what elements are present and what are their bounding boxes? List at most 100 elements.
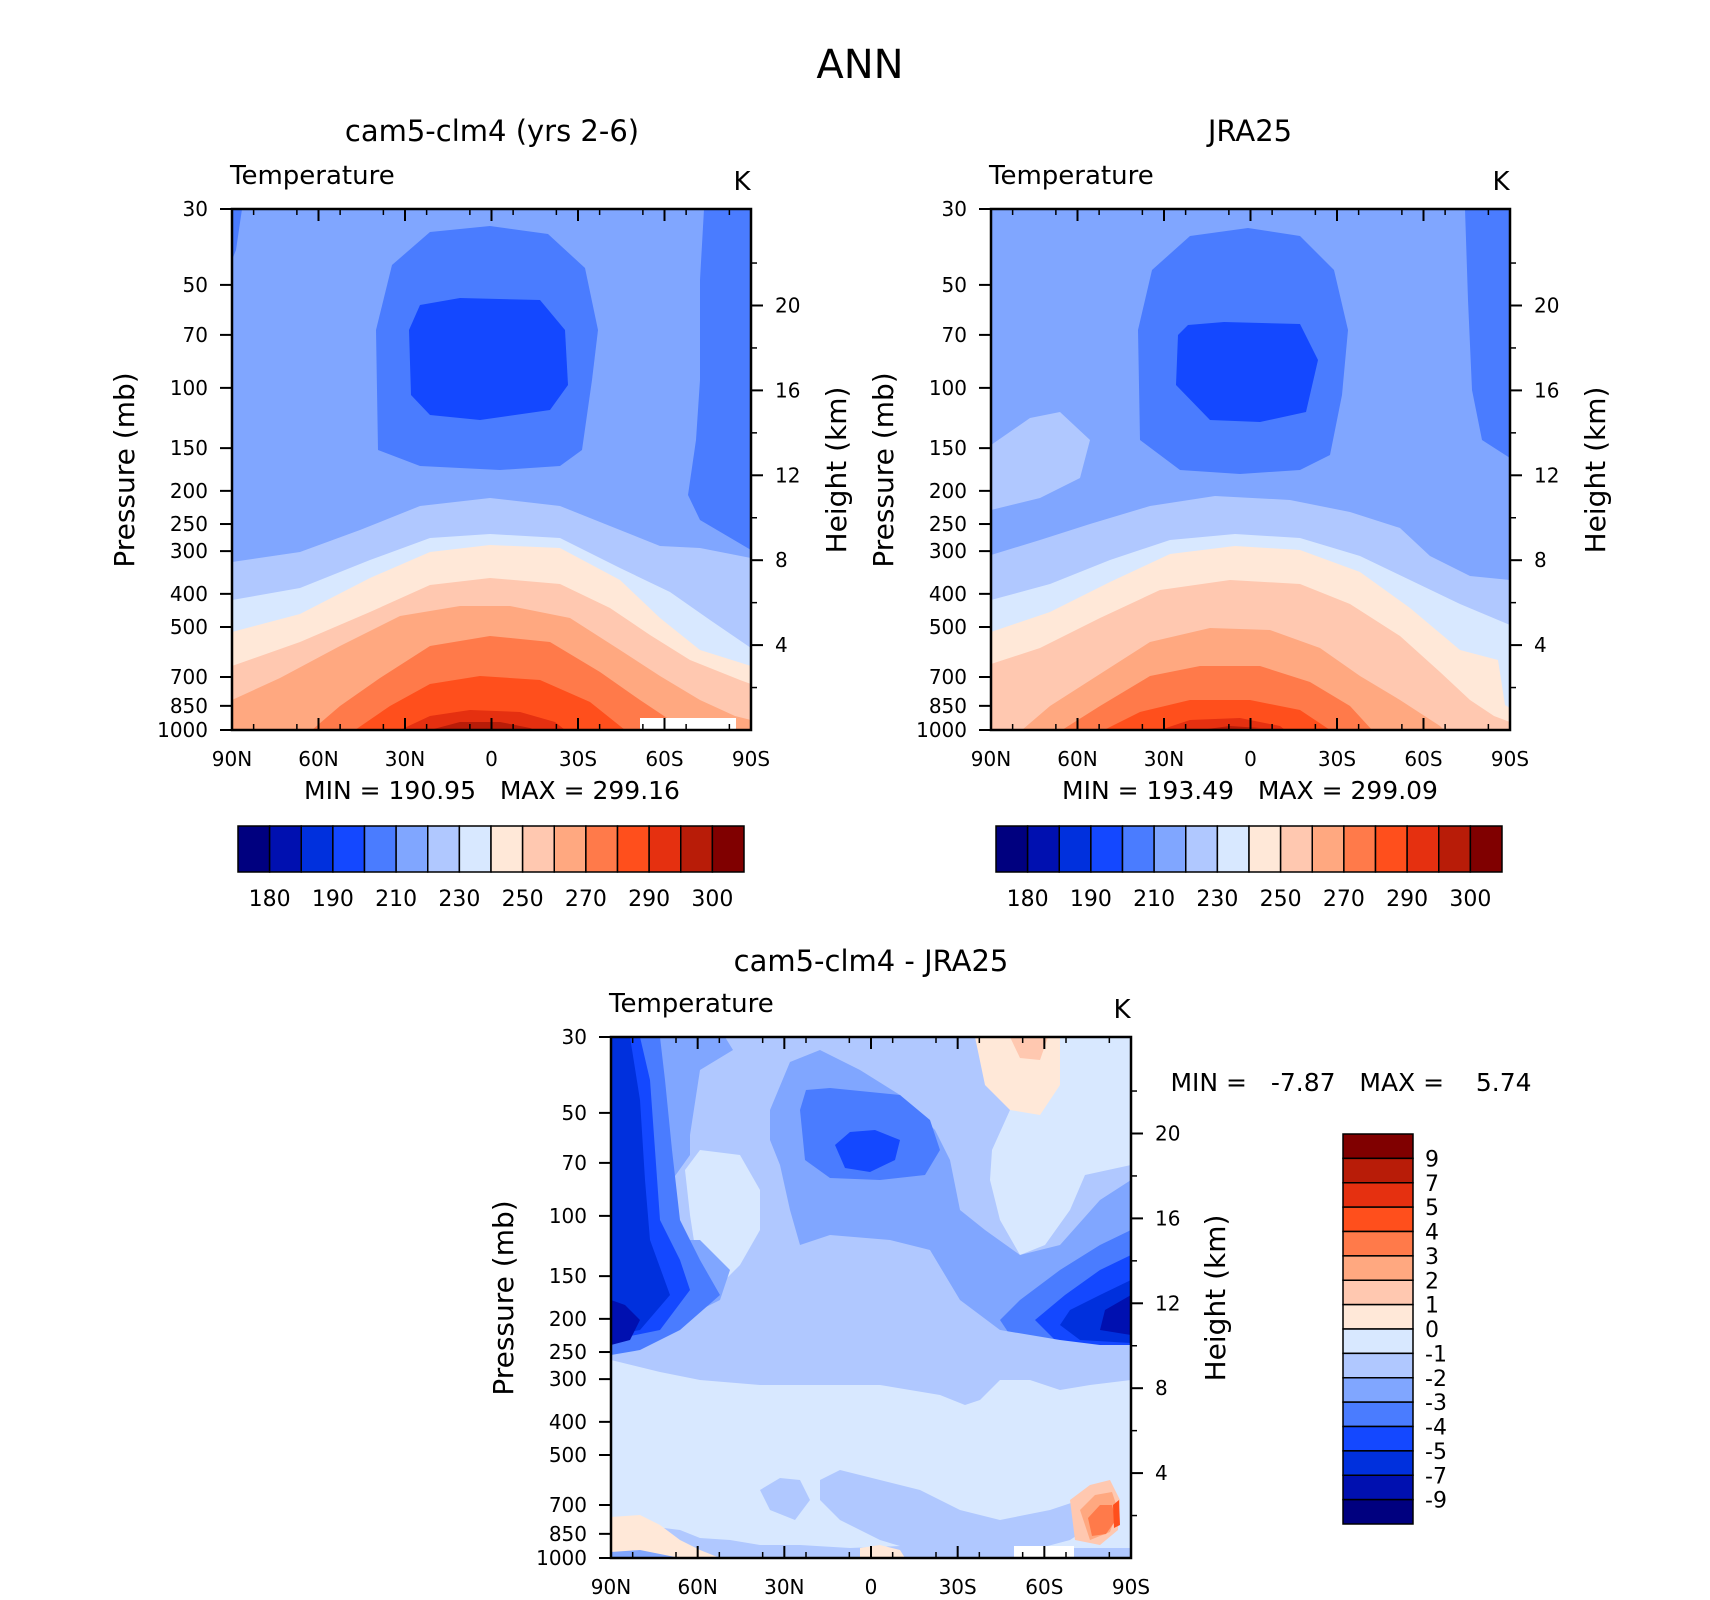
colorbar-label: 3 [1425,1245,1439,1270]
colorbar-box [1342,1401,1414,1428]
x-tick-label: 0 [1244,747,1257,771]
colorbar-box [1342,1182,1414,1208]
panel-model-title: cam5-clm4 (yrs 2-6) [345,114,639,148]
x-tick-label: 30N [385,747,425,771]
y-tick-label-right: 4 [775,633,788,657]
y-tick-label: 50 [942,273,967,297]
colorbar-box [1342,1425,1414,1452]
panel-diff-ylabel-right: Height (km) [1199,1215,1232,1382]
x-tick-label: 60S [1404,747,1442,771]
panel-model-subtitle: Temperature [229,161,395,191]
colorbar-box [1374,825,1408,873]
y-tick-label: 70 [942,323,967,347]
colorbar-box [1343,825,1377,873]
y-tick-label-right: 16 [775,378,800,402]
y-tick-label: 150 [170,436,208,460]
x-tick-label: 60S [645,747,683,771]
colorbar-label: 250 [1260,887,1302,912]
colorbar-label: 1 [1425,1294,1439,1319]
colorbar-label: 300 [1449,887,1491,912]
x-tick-label: 0 [865,1575,878,1599]
y-tick-label-right: 8 [1155,1376,1168,1400]
panel-diff-stats: MIN = -7.87 MAX = 5.74 [1170,1068,1531,1097]
y-tick-label: 200 [549,1307,587,1331]
y-tick-label-right: 20 [1155,1121,1180,1145]
colorbar-box [300,825,334,873]
colorbar-box [1121,825,1155,873]
y-tick-label: 500 [929,615,967,639]
panel-obs-ylabel-right: Height (km) [1579,387,1612,554]
panel-diff-axes: 90N 60N 30N 0 30S 60S 90S 30 50 70 100 150 200 250 300… [536,1025,1180,1599]
colorbar-box [427,825,461,873]
colorbar-box [1342,1377,1414,1403]
panel-model: cam5-clm4 (yrs 2-6) Temperature K 90N 60N… [108,114,853,912]
colorbar-label: 270 [565,887,607,912]
y-tick-label: 850 [170,694,208,718]
colorbar-box [1342,1474,1414,1501]
y-tick-label: 700 [170,665,208,689]
colorbar-label: 4 [1425,1221,1439,1246]
x-tick-label: 90S [1491,747,1529,771]
x-tick-label: 90N [591,1575,631,1599]
x-tick-label: 30N [764,1575,804,1599]
y-tick-label: 100 [549,1204,587,1228]
colorbar-box [1185,825,1219,873]
colorbar-label: 7 [1425,1172,1439,1197]
colorbar-box [1279,825,1313,873]
colorbar-label: 250 [502,887,544,912]
panel-obs-title: JRA25 [1206,114,1292,148]
colorbar-box [1342,1328,1414,1355]
y-tick-label: 1000 [157,718,208,742]
panel-model-ylabel: Pressure (mb) [108,372,141,567]
y-tick-label: 300 [549,1367,587,1391]
y-tick-label: 50 [183,273,208,297]
panel-diff-subtitle: Temperature [608,989,774,1019]
colorbar-box [363,825,397,873]
y-tick-label: 250 [929,512,967,536]
y-tick-label: 200 [929,479,967,503]
colorbar-box [490,825,524,873]
panel-obs-subtitle: Temperature [988,161,1154,191]
colorbar-label: 210 [375,887,417,912]
colorbar-label: 5 [1425,1196,1439,1221]
panel-model-axes: 90N 60N 30N 0 30S 60S 90S 30 50 70 100 150 200 250 300… [157,197,800,771]
colorbar-box [995,825,1029,873]
y-tick-label: 400 [549,1410,587,1434]
x-tick-label: 30S [1318,747,1356,771]
colorbar-box [1406,825,1440,873]
x-tick-label: 60N [677,1575,717,1599]
y-tick-label: 300 [929,539,967,563]
colorbar-label: 190 [312,887,354,912]
panel-obs-axes: 90N 60N 30N 0 30S 60S 90S 30 50 70 100 150 200 250 300… [916,197,1559,771]
panel-diff-ylabel: Pressure (mb) [487,1200,520,1395]
y-tick-label-right: 16 [1155,1206,1180,1230]
panel-obs-ylabel: Pressure (mb) [867,372,900,567]
y-tick-label-right: 20 [1534,293,1559,317]
figure-title: ANN [816,42,903,88]
colorbar-box [1342,1133,1414,1160]
colorbar-box [1342,1206,1414,1233]
y-tick-label-right: 8 [775,548,788,572]
x-tick-label: 60N [298,747,338,771]
x-tick-label: 90S [732,747,770,771]
panel-model-colorbar: 180 190 210 230 250 270 290 300 [237,825,745,912]
y-tick-label: 300 [170,539,208,563]
y-tick-label: 50 [562,1101,587,1125]
y-tick-label: 400 [929,582,967,606]
x-tick-label: 90N [212,747,252,771]
x-tick-label: 90S [1112,1575,1150,1599]
y-tick-label-right: 12 [775,463,800,487]
panel-diff-field [611,1037,1131,1558]
colorbar-box [585,825,619,873]
colorbar-label: -4 [1425,1416,1447,1441]
panel-model-units: K [733,167,751,197]
y-tick-label-right: 4 [1534,633,1547,657]
colorbar-box [1342,1450,1414,1476]
colorbar-box [237,825,271,873]
colorbar-box [458,825,492,873]
y-tick-label-right: 4 [1155,1461,1168,1485]
colorbar-box [1438,825,1472,873]
colorbar-label: 230 [1196,887,1238,912]
y-tick-label: 700 [549,1493,587,1517]
